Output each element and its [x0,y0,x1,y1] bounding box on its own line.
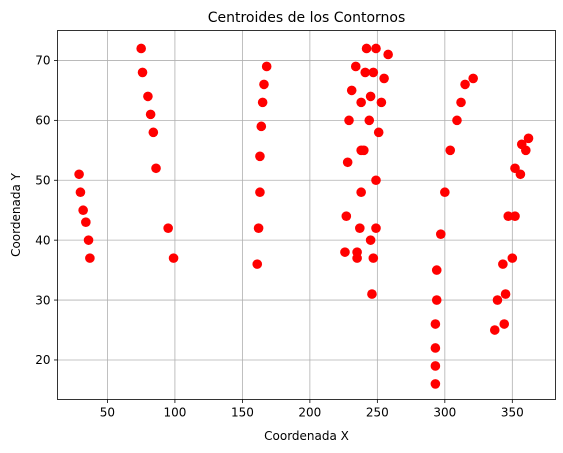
y-tick-label: 50 [35,173,50,187]
y-tick-label: 30 [35,293,50,307]
data-point [356,98,366,108]
data-point [371,44,381,54]
data-point [510,211,520,221]
x-tick-label: 50 [100,406,115,420]
data-point [351,62,361,72]
points-layer [74,44,533,389]
data-point [255,151,265,161]
data-point [84,235,94,245]
data-point [432,265,442,275]
data-point [163,223,173,233]
data-point [364,116,374,126]
data-point [340,247,350,257]
y-tick-label: 70 [35,54,50,68]
data-point [516,169,526,179]
data-point [347,86,357,96]
data-point [460,80,470,90]
data-point [362,44,372,54]
data-point [151,163,161,173]
data-point [366,235,376,245]
data-point [499,319,509,329]
data-point [521,146,531,156]
y-axis-title: Coordenada Y [9,172,23,257]
data-point [369,253,379,263]
data-point [342,211,352,221]
x-axis-title: Coordenada X [264,429,349,443]
data-point [76,187,86,197]
data-point [359,146,369,156]
data-point [138,68,148,78]
data-point [383,50,393,60]
data-point [352,247,362,257]
data-point [366,92,376,102]
data-point [81,217,91,227]
chart-title: Centroides de los Contornos [208,10,406,26]
data-point [371,223,381,233]
data-point [524,134,534,144]
x-tick-label: 150 [231,406,254,420]
data-point [74,169,84,179]
data-point [490,325,500,335]
data-point [440,187,450,197]
x-tick-label: 250 [366,406,389,420]
data-point [431,319,441,329]
data-point [149,128,159,138]
data-point [369,68,379,78]
data-point [456,98,466,108]
data-point [146,110,156,120]
data-point [262,62,272,72]
data-point [371,175,381,185]
data-point [452,116,462,126]
y-tick-label: 60 [35,114,50,128]
data-point [432,295,442,305]
data-point [374,128,384,138]
data-point [445,146,455,156]
data-point [431,379,441,389]
data-point [356,187,366,197]
data-point [377,98,387,108]
data-point [78,205,88,215]
y-tick-label: 20 [35,353,50,367]
data-point [431,343,441,353]
data-point [256,122,266,132]
data-point [255,187,265,197]
data-point [436,229,446,239]
data-point [501,289,511,299]
data-point [169,253,179,263]
x-tick-label: 300 [433,406,456,420]
data-point [259,80,269,90]
x-axis-ticks: 50 100 150 200 250 300 350 [100,400,524,420]
data-point [493,295,503,305]
data-point [343,157,353,167]
data-point [254,223,264,233]
data-point [344,116,354,126]
plot-frame [58,31,556,400]
data-point [508,253,518,263]
y-tick-label: 40 [35,233,50,247]
data-point [355,223,365,233]
data-point [468,74,478,84]
data-point [85,253,95,263]
data-point [498,259,508,269]
x-tick-label: 100 [163,406,186,420]
data-point [258,98,268,108]
data-point [252,259,262,269]
data-point [143,92,153,102]
data-point [367,289,377,299]
data-point [431,361,441,371]
grid-layer [58,31,556,400]
data-point [379,74,389,84]
x-tick-label: 350 [501,406,524,420]
x-tick-label: 200 [298,406,321,420]
y-axis-ticks: 20 30 40 50 60 70 [35,54,57,368]
data-point [136,44,146,54]
